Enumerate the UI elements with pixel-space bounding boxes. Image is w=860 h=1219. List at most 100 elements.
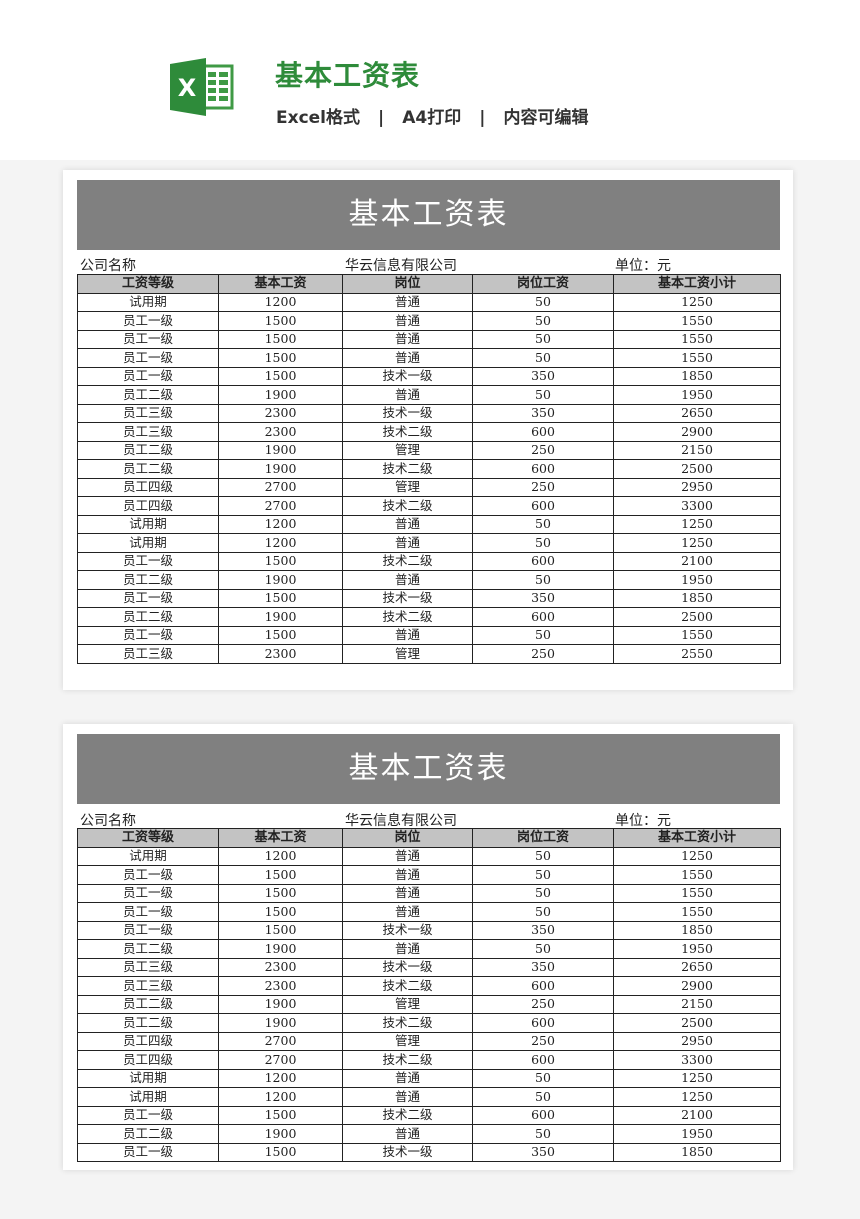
table-cell: 2300 [218, 976, 343, 996]
table-row: 员工四级 2700 技术二级 600 3300 [77, 496, 781, 516]
table-cell: 员工二级 [77, 385, 219, 405]
info-row: 公司名称 华云信息有限公司 单位：元 [80, 810, 780, 829]
table-cell: 技术二级 [342, 1013, 473, 1033]
table-cell: 2500 [613, 459, 781, 479]
table-row: 员工一级 1500 技术二级 600 2100 [77, 551, 781, 571]
table-cell: 600 [472, 1050, 614, 1070]
table-cell: 员工四级 [77, 1050, 219, 1070]
table-cell: 1950 [613, 1124, 781, 1144]
table-cell: 员工二级 [77, 440, 219, 460]
table-cell: 50 [472, 1087, 614, 1107]
table-cell: 1900 [218, 459, 343, 479]
salary-table: 工资等级 基本工资 岗位 岗位工资 基本工资小计 试用期 1200 普通 50 1250 员工一级 1… [77, 274, 781, 664]
table-cell: 管理 [342, 440, 473, 460]
table-row: 员工二级 1900 普通 50 1950 [77, 570, 781, 590]
table-row: 员工三级 2300 技术一级 350 2650 [77, 957, 781, 977]
table-cell: 普通 [342, 902, 473, 922]
table-cell: 1200 [218, 846, 343, 866]
table-cell: 2700 [218, 1031, 343, 1051]
table-cell: 1900 [218, 1124, 343, 1144]
table-cell: 600 [472, 459, 614, 479]
table-cell: 50 [472, 311, 614, 331]
table-cell: 1200 [218, 1068, 343, 1088]
table-cell: 50 [472, 514, 614, 534]
table-cell: 试用期 [77, 846, 219, 866]
table-row: 员工三级 2300 技术一级 350 2650 [77, 403, 781, 423]
company-label: 公司名称 [80, 813, 136, 829]
table-cell: 管理 [342, 477, 473, 497]
table-row: 试用期 1200 普通 50 1250 [77, 846, 781, 866]
table-cell: 1550 [613, 625, 781, 645]
table-cell: 技术二级 [342, 1050, 473, 1070]
table-cell: 员工三级 [77, 403, 219, 423]
table-cell: 1500 [218, 865, 343, 885]
table-cell: 1250 [613, 292, 781, 312]
table-cell: 1850 [613, 588, 781, 608]
column-header: 工资等级 [77, 274, 219, 294]
company-label: 公司名称 [80, 258, 136, 274]
table-row: 员工一级 1500 技术二级 600 2100 [77, 1105, 781, 1125]
company-name: 华云信息有限公司 [345, 813, 457, 829]
table-cell: 普通 [342, 311, 473, 331]
table-cell: 50 [472, 865, 614, 885]
table-cell: 50 [472, 883, 614, 903]
table-cell: 2100 [613, 1105, 781, 1125]
table-row: 试用期 1200 普通 50 1250 [77, 514, 781, 534]
table-cell: 员工四级 [77, 477, 219, 497]
table-cell: 1850 [613, 1142, 781, 1162]
table-cell: 50 [472, 1068, 614, 1088]
table-cell: 2150 [613, 440, 781, 460]
table-cell: 1250 [613, 846, 781, 866]
column-header: 基本工资 [218, 828, 343, 848]
table-cell: 50 [472, 329, 614, 349]
table-cell: 员工一级 [77, 1142, 219, 1162]
table-cell: 1500 [218, 1142, 343, 1162]
table-cell: 技术一级 [342, 588, 473, 608]
table-cell: 员工一级 [77, 366, 219, 386]
table-cell: 50 [472, 625, 614, 645]
table-cell: 员工四级 [77, 496, 219, 516]
table-row: 员工一级 1500 普通 50 1550 [77, 311, 781, 331]
sheet-title: 基本工资表 [77, 734, 780, 804]
table-cell: 1550 [613, 348, 781, 368]
table-cell: 普通 [342, 348, 473, 368]
table-cell: 普通 [342, 883, 473, 903]
table-cell: 技术二级 [342, 551, 473, 571]
table-row: 员工一级 1500 技术一级 350 1850 [77, 920, 781, 940]
table-row: 员工一级 1500 普通 50 1550 [77, 625, 781, 645]
table-cell: 技术二级 [342, 607, 473, 627]
table-cell: 50 [472, 570, 614, 590]
table-cell: 600 [472, 976, 614, 996]
table-row: 员工一级 1500 技术一级 350 1850 [77, 1142, 781, 1162]
table-cell: 管理 [342, 644, 473, 664]
table-row: 员工三级 2300 技术二级 600 2900 [77, 422, 781, 442]
table-cell: 250 [472, 994, 614, 1014]
table-row: 员工二级 1900 技术二级 600 2500 [77, 1013, 781, 1033]
table-cell: 1550 [613, 865, 781, 885]
table-cell: 员工二级 [77, 1013, 219, 1033]
table-row: 试用期 1200 普通 50 1250 [77, 1068, 781, 1088]
table-cell: 1500 [218, 625, 343, 645]
table-cell: 员工一级 [77, 588, 219, 608]
table-cell: 普通 [342, 1087, 473, 1107]
table-cell: 1850 [613, 366, 781, 386]
table-cell: 2700 [218, 1050, 343, 1070]
table-row: 员工一级 1500 普通 50 1550 [77, 883, 781, 903]
table-cell: 员工一级 [77, 311, 219, 331]
table-row: 试用期 1200 普通 50 1250 [77, 533, 781, 553]
table-row: 员工三级 2300 技术二级 600 2900 [77, 976, 781, 996]
table-cell: 1900 [218, 994, 343, 1014]
table-cell: 1850 [613, 920, 781, 940]
table-cell: 试用期 [77, 514, 219, 534]
table-row: 员工二级 1900 管理 250 2150 [77, 440, 781, 460]
table-row: 员工三级 2300 管理 250 2550 [77, 644, 781, 664]
table-header-row: 工资等级 基本工资 岗位 岗位工资 基本工资小计 [77, 828, 781, 848]
info-row: 公司名称 华云信息有限公司 单位：元 [80, 255, 780, 274]
excel-logo-icon: X [170, 58, 234, 116]
salary-table: 工资等级 基本工资 岗位 岗位工资 基本工资小计 试用期 1200 普通 50 1250 员工一级 1… [77, 828, 781, 1162]
table-cell: 1200 [218, 514, 343, 534]
column-header: 基本工资 [218, 274, 343, 294]
table-cell: 技术一级 [342, 403, 473, 423]
table-cell: 2550 [613, 644, 781, 664]
table-row: 员工二级 1900 管理 250 2150 [77, 994, 781, 1014]
